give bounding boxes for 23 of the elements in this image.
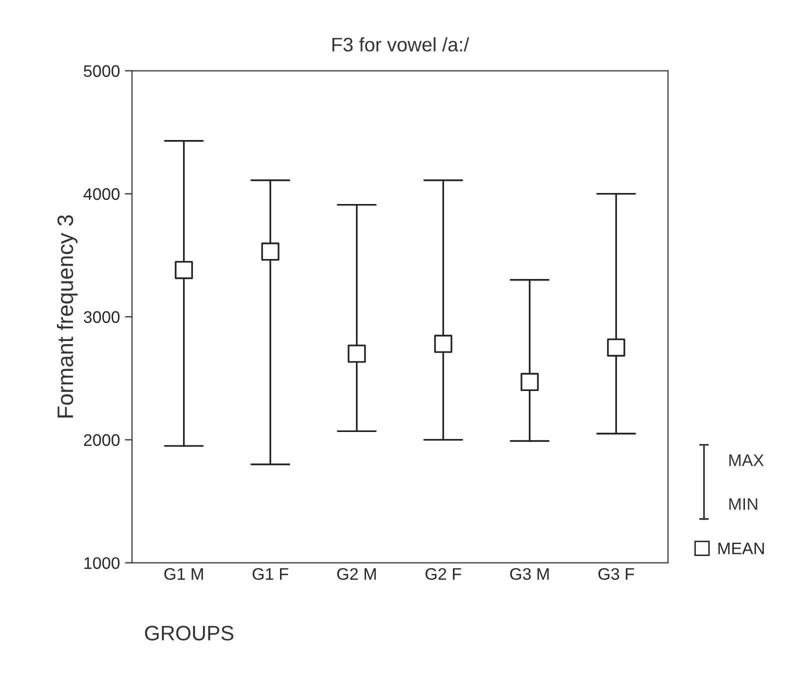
x-tick-label: G2 M xyxy=(337,568,376,580)
legend-label: MEAN xyxy=(718,542,764,554)
point xyxy=(261,242,280,261)
y-tick-label: 5000 xyxy=(84,65,120,77)
point xyxy=(434,334,452,353)
text: MIN xyxy=(729,498,758,510)
point xyxy=(174,260,193,280)
x-tick-label: G3 F xyxy=(598,568,634,580)
point xyxy=(520,372,539,392)
point xyxy=(348,344,366,363)
chart-title: F3 for vowel /a:/ xyxy=(332,37,470,52)
y-tick-label: 2000 xyxy=(84,434,120,446)
y-tick-label: 4000 xyxy=(84,188,120,200)
y-tick-label: 3000 xyxy=(84,311,120,323)
y-tick-label: 1000 xyxy=(84,557,120,569)
y-axis-title: Formant frequency 3 xyxy=(56,215,78,418)
x-tick-label: G3 M xyxy=(510,568,549,580)
x-tick-label: G1 M xyxy=(164,568,203,580)
x-tick-label: G1 F xyxy=(252,568,288,580)
x-axis-title: GROUPS xyxy=(145,626,234,641)
point xyxy=(607,338,626,357)
text: MAX xyxy=(729,454,764,466)
x-tick-label: G2 F xyxy=(426,568,462,580)
